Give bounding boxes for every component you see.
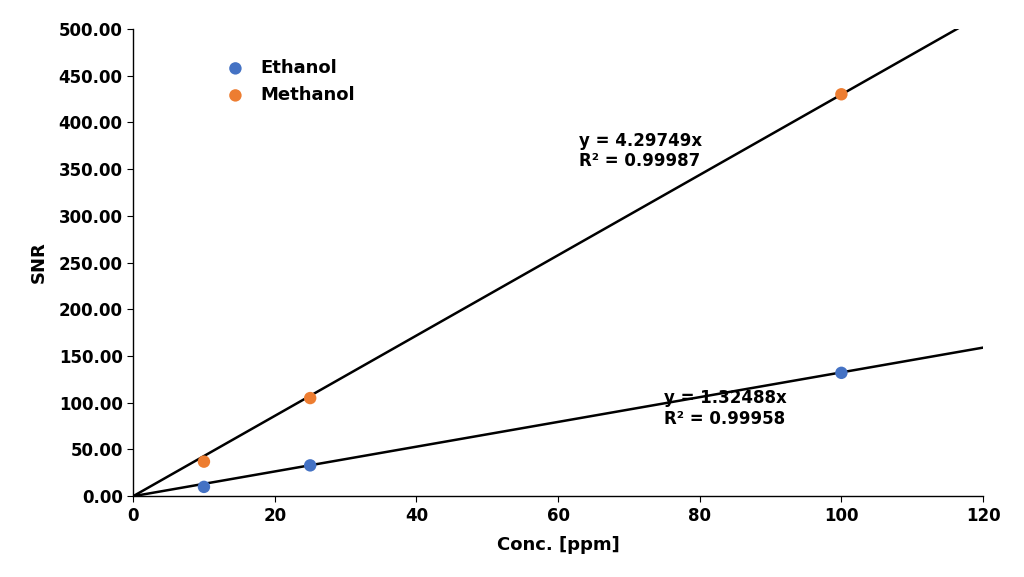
Methanol	[196, 457, 212, 466]
Y-axis label: SNR: SNR	[30, 242, 47, 283]
Ethanol	[834, 368, 850, 377]
Ethanol	[302, 461, 318, 470]
Legend: Ethanol, Methanol: Ethanol, Methanol	[210, 52, 362, 111]
Text: y = 1.32488x
R² = 0.99958: y = 1.32488x R² = 0.99958	[665, 389, 787, 428]
Methanol	[302, 394, 318, 403]
Text: y = 4.29749x
R² = 0.99987: y = 4.29749x R² = 0.99987	[580, 132, 702, 170]
Ethanol	[196, 482, 212, 492]
X-axis label: Conc. [ppm]: Conc. [ppm]	[497, 536, 620, 554]
Methanol	[834, 89, 850, 99]
